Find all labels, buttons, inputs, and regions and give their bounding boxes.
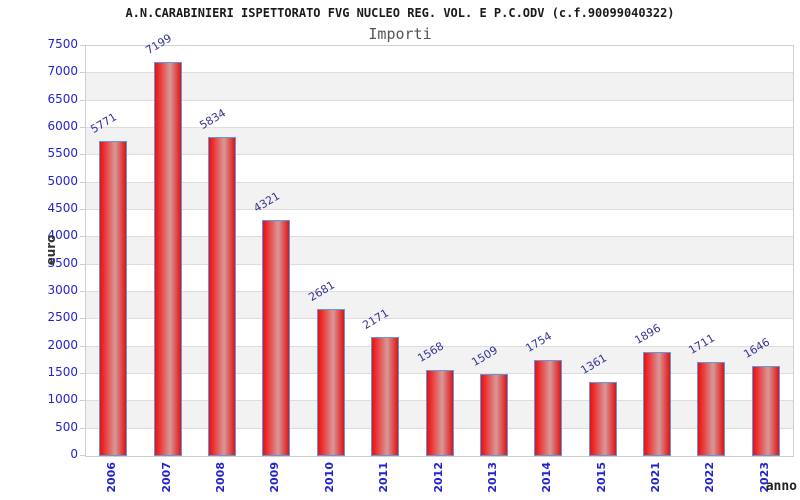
y-tick-label: 7000 [47,64,78,79]
gridline [86,318,793,320]
gridline [86,291,793,292]
y-tick-mark [80,45,85,46]
y-tick-label: 3000 [47,283,78,297]
y-tick-mark [80,236,85,238]
y-tick-mark [80,263,85,265]
bar-2008 [207,137,236,456]
y-tick-label: 2500 [47,310,78,325]
x-tick-label: 2021 [649,462,663,493]
y-tick-mark [80,455,85,456]
gridline [86,181,793,183]
plot-band [86,182,793,210]
x-tick-label: 2009 [268,462,282,493]
gridline [86,99,793,101]
bar-2021 [643,352,672,456]
x-tick-label: 2022 [703,462,717,493]
plot-band [86,237,793,265]
plot-area: 5771 7199 5834 4321 2681 2171 1568 1509 1754 1361… [85,32,794,457]
x-tick-label: 2008 [213,462,227,493]
bar-2022 [697,362,726,456]
gridline [86,154,793,156]
y-tick-mark [80,99,85,101]
x-tick-label: 2013 [485,462,499,493]
y-tick-label: 4500 [47,201,78,215]
plot-band [86,128,793,156]
y-tick-mark [80,181,85,183]
gridline [86,236,793,238]
y-tick-mark [80,72,85,74]
y-tick-mark [80,427,85,429]
y-tick-label: 6500 [47,91,78,106]
y-tick-label: 0 [70,447,78,461]
bar-2010 [316,309,345,456]
y-tick-mark [80,127,85,128]
x-tick-label: 2007 [159,462,173,493]
y-tick-label: 1000 [47,392,78,407]
x-tick-label: 2014 [540,462,554,493]
x-axis-label: anno [765,479,797,494]
x-tick-label: 2015 [594,462,608,493]
y-axis-label: euro [44,234,58,266]
bar-value-label: 1896 [632,321,664,348]
bar-2014 [534,360,563,456]
y-tick-label: 5000 [47,173,78,188]
y-tick-label: 500 [55,419,78,434]
bar-2012 [425,370,454,456]
x-tick-label: 2012 [431,462,445,493]
bar-2013 [479,373,508,456]
y-tick-label: 7500 [47,37,78,51]
bar-2023 [751,366,780,456]
x-tick-label: 2011 [377,462,391,493]
y-tick-mark [80,373,85,374]
y-tick-label: 1500 [47,365,78,379]
bar-2006 [99,140,128,456]
chart-subtitle: Importi [368,25,432,43]
bar-2011 [371,337,400,456]
y-tick-mark [80,209,85,210]
bar-2009 [262,219,291,456]
plot-band [86,292,793,320]
gridline [86,345,793,347]
y-tick-mark [80,291,85,292]
plot-band [86,73,793,101]
x-tick-label: 2010 [322,462,336,493]
gridline [86,72,793,74]
y-tick-mark [80,400,85,402]
chart-title: A.N.CARABINIERI ISPETTORATO FVG NUCLEO R… [125,6,675,20]
x-tick-label: 2006 [105,462,119,493]
y-tick-label: 3500 [47,255,78,270]
y-tick-mark [80,318,85,320]
gridline [86,127,793,128]
y-tick-mark [80,345,85,347]
plot-band [86,346,793,374]
y-tick-label: 5500 [47,146,78,161]
gridline [86,209,793,210]
y-tick-label: 6000 [47,119,78,133]
bar-2007 [153,62,182,456]
y-tick-label: 4000 [47,228,78,243]
bar-2015 [588,381,617,456]
y-tick-mark [80,154,85,156]
gridline [86,263,793,265]
y-tick-label: 2000 [47,337,78,352]
